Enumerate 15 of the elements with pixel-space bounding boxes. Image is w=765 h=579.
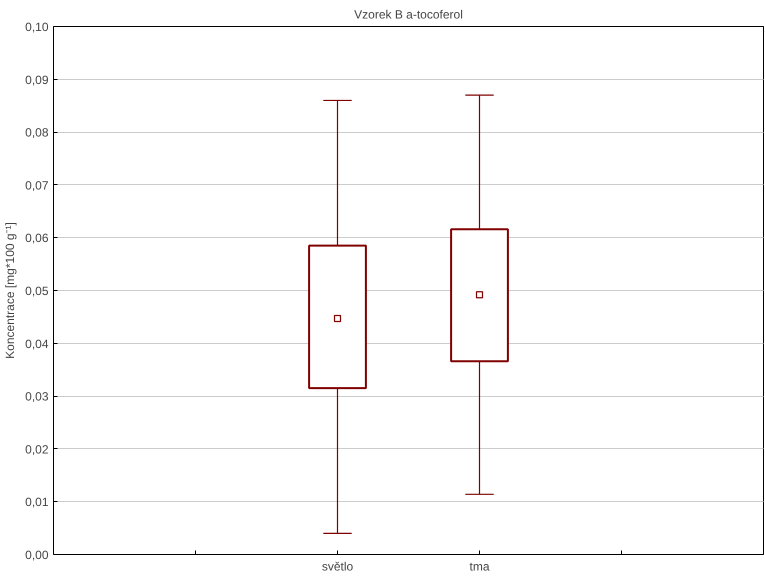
y-tick-label: 0,05	[25, 284, 49, 298]
x-tick-label: tma	[470, 560, 490, 574]
y-tick-label: 0,00	[25, 548, 49, 562]
y-tick-label: 0,02	[25, 442, 49, 456]
y-tick-label: 0,01	[25, 495, 49, 510]
y-tick-label: 0,06	[25, 231, 49, 246]
y-axis-title: Koncentrace [mg*100 g⁻¹]	[3, 222, 18, 359]
chart-title: Vzorek B a-tocoferol	[354, 8, 463, 22]
y-tick-label: 0,03	[25, 390, 49, 404]
y-tick-label: 0,09	[25, 72, 49, 87]
y-tick-label: 0,04	[25, 336, 49, 351]
y-tick-label: 0,10	[25, 20, 49, 34]
y-tick-label: 0,07	[25, 178, 49, 192]
x-tick-label: světlo	[322, 560, 354, 574]
y-tick-label: 0,08	[25, 126, 49, 140]
